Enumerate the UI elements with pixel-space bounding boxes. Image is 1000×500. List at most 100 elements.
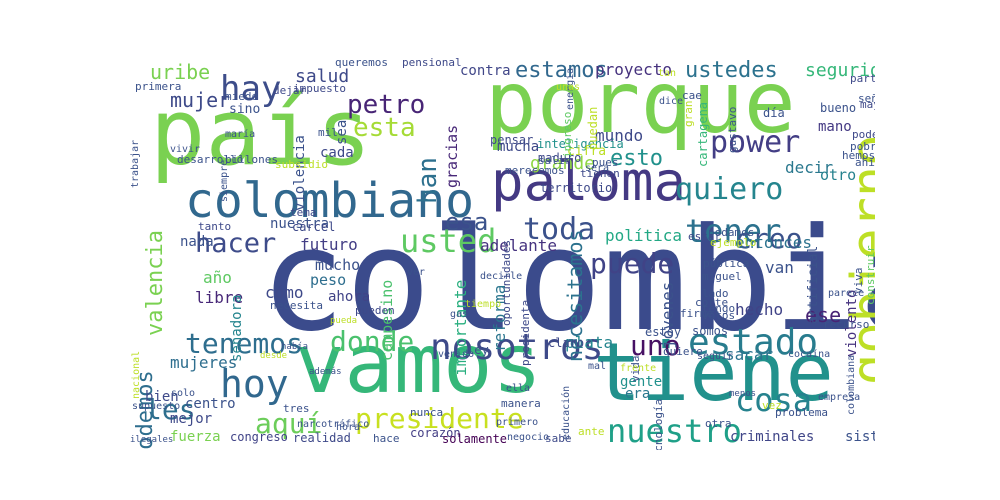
word-79: mujeres — [170, 353, 238, 372]
word-100: cifra — [567, 144, 607, 159]
word-115: queremos — [335, 56, 388, 69]
word-192: decirle — [480, 271, 523, 282]
word-181: ilegales — [130, 435, 174, 445]
word-28: esta — [353, 113, 416, 143]
word-93: sino — [229, 102, 261, 117]
word-110: desarrollo — [177, 153, 244, 166]
word-74: campesino — [378, 279, 396, 361]
word-105: presidenta — [519, 299, 532, 366]
word-193: ver — [407, 267, 426, 278]
word-29: esa — [445, 208, 489, 236]
word-62: plata — [565, 333, 614, 352]
word-103: pueden — [355, 304, 395, 317]
word-5: paloma — [491, 150, 687, 213]
word-81: centro — [185, 396, 236, 412]
word-107: ley — [467, 343, 489, 357]
word-157: cocaína — [788, 349, 831, 360]
word-112: subsidio — [275, 158, 328, 171]
word-4: tiene — [593, 326, 834, 419]
word-137: será — [585, 163, 610, 174]
word-25: les — [145, 393, 196, 426]
word-45: gracias — [443, 124, 461, 188]
word-65: era — [625, 386, 651, 402]
word-109: tanto — [198, 220, 232, 233]
word-151: votos — [702, 309, 736, 322]
word-18: quiero — [675, 172, 784, 207]
word-78: senadora — [229, 294, 245, 362]
word-195: unas — [556, 82, 581, 93]
word-68: libre — [195, 288, 244, 307]
word-170: necesita — [270, 299, 323, 312]
word-147: construir — [864, 245, 875, 305]
word-136: primero — [496, 417, 539, 428]
word-149: tengo — [702, 302, 736, 315]
word-96: maduro — [538, 151, 582, 165]
word-42: seguridad — [805, 60, 875, 81]
word-128: día — [763, 106, 785, 120]
word-39: valencia — [143, 230, 168, 336]
word-13: estado — [688, 322, 819, 363]
word-130: cartagena — [696, 101, 710, 167]
word-51: otro — [820, 166, 857, 184]
word-199: desde — [260, 351, 288, 361]
word-143: miguel — [702, 270, 742, 283]
word-84: congreso — [230, 430, 288, 444]
word-90: cada — [320, 145, 354, 161]
word-174: tres — [283, 402, 310, 415]
word-32: estamos — [515, 58, 608, 83]
word-71: mucho — [315, 256, 361, 274]
word-108: cárcel — [292, 220, 336, 234]
word-14: nuestro — [607, 412, 742, 450]
word-186: vivir — [170, 144, 201, 155]
word-22: uno — [630, 329, 681, 362]
word-124: poder — [852, 128, 875, 141]
word-171: nacional — [131, 350, 142, 399]
word-140: podamos — [708, 226, 755, 239]
word-83: fuerza — [170, 429, 221, 445]
word-98: territorio — [540, 181, 613, 195]
word-97: tienen — [580, 167, 620, 180]
word-148: recurso — [823, 318, 870, 331]
word-184: maría — [225, 129, 256, 140]
word-190: frente — [620, 363, 657, 374]
word-126: pobre — [850, 140, 875, 153]
word-12: donde — [330, 325, 415, 358]
word-43: proyecto — [595, 60, 673, 79]
word-26: hay — [220, 69, 282, 109]
word-169: además — [309, 367, 342, 377]
word-160: problema — [775, 406, 828, 419]
word-88: solamente — [442, 432, 508, 446]
word-168: había — [281, 342, 309, 352]
word-106: claro — [548, 336, 585, 350]
word-16: hacer — [195, 228, 277, 259]
word-139: estar — [688, 230, 722, 243]
word-179: ante — [578, 425, 605, 438]
word-102: ingreso — [561, 111, 574, 158]
word-3: vamos — [295, 317, 542, 412]
word-44: contra — [460, 63, 511, 79]
word-24: aquí — [255, 407, 323, 440]
word-95: inteligencia — [537, 137, 624, 151]
word-180: vez — [762, 399, 782, 412]
word-172: supuesto — [132, 401, 181, 412]
word-69: cómo — [265, 283, 304, 302]
word-73: ahora — [328, 289, 371, 305]
word-123: mayor — [860, 98, 875, 111]
word-175: narcotráfico — [297, 419, 370, 430]
word-165: manera — [501, 397, 541, 410]
word-158: empresa — [818, 392, 861, 403]
word-101: puedan — [586, 106, 600, 150]
word-150: corte — [695, 296, 729, 309]
word-164: educación — [561, 385, 572, 440]
word-27: petro — [347, 90, 426, 120]
word-30: esto — [610, 146, 663, 171]
word-121: partido — [850, 72, 875, 85]
word-116: pensional — [402, 56, 462, 69]
word-183: trabajar — [130, 139, 141, 188]
word-17: tener — [685, 212, 782, 250]
word-56: política — [605, 226, 683, 245]
word-141: ejemplo — [710, 236, 757, 249]
word-76: nada — [180, 234, 214, 250]
word-48: importante — [451, 279, 470, 376]
